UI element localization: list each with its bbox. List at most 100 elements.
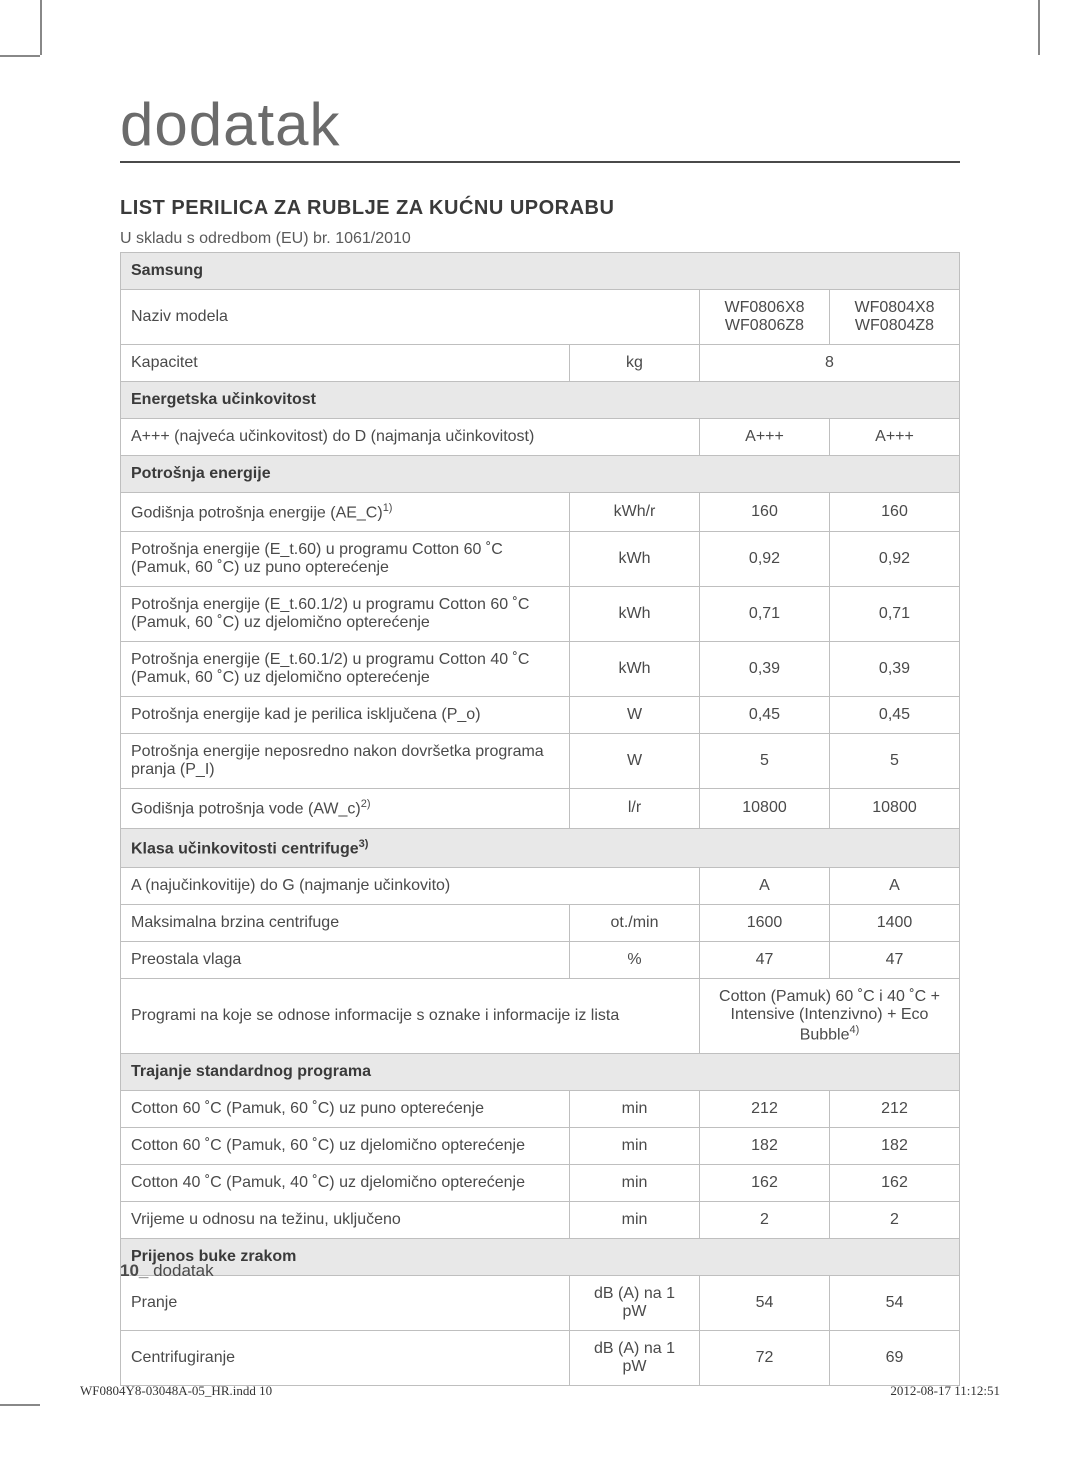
row-value-2: A [830,867,960,904]
data-row: Potrošnja energije kad je perilica isklj… [121,697,960,734]
row-value-2: 0,45 [830,697,960,734]
data-row: Cotton 60 ˚C (Pamuk, 60 ˚C) uz puno opte… [121,1091,960,1128]
page-title: dodatak [120,90,960,163]
row-unit: ot./min [570,904,700,941]
imprint-file: WF0804Y8-03048A-05_HR.indd 10 [80,1383,272,1399]
row-value-1: 10800 [700,789,830,828]
crop-mark [0,55,40,57]
row-unit: W [570,697,700,734]
section-label: Klasa učinkovitosti centrifuge3) [121,828,960,867]
data-row: Maksimalna brzina centrifugeot./min16001… [121,904,960,941]
model-row: Naziv modelaWF0806X8WF0806Z8WF0804X8WF08… [121,290,960,345]
section-label: Energetska učinkovitost [121,382,960,419]
row-unit: % [570,941,700,978]
data-row: Potrošnja energije (E_t.60.1/2) u progra… [121,642,960,697]
data-row: CentrifugiranjedB (A) na 1 pW7269 [121,1331,960,1386]
page-label: dodatak [148,1261,213,1280]
row-unit: min [570,1202,700,1239]
row-value-2: 5 [830,734,960,789]
row-value-1: 0,39 [700,642,830,697]
row-value-2: 0,39 [830,642,960,697]
data-row: Vrijeme u odnosu na težinu, uključenomin… [121,1202,960,1239]
row-value-1: 182 [700,1128,830,1165]
section-row: Trajanje standardnog programa [121,1054,960,1091]
row-value-2: 212 [830,1091,960,1128]
row-label: A+++ (najveća učinkovitost) do D (najman… [121,419,700,456]
model-label: Naziv modela [121,290,700,345]
row-label: Potrošnja energije (E_t.60.1/2) u progra… [121,587,570,642]
row-label: Maksimalna brzina centrifuge [121,904,570,941]
row-value-2: 0,92 [830,532,960,587]
row-value-2: 47 [830,941,960,978]
row-value-1: 0,71 [700,587,830,642]
row-label: Vrijeme u odnosu na težinu, uključeno [121,1202,570,1239]
row-value-1: 54 [700,1276,830,1331]
row-value-2: 54 [830,1276,960,1331]
data-row: Preostala vlaga%4747 [121,941,960,978]
row-value-1: A [700,867,830,904]
section-row: Prijenos buke zrakom [121,1239,960,1276]
row-value-2: 1400 [830,904,960,941]
row-label: Programi na koje se odnose informacije s… [121,978,700,1053]
row-unit: kg [570,345,700,382]
section-label: Trajanje standardnog programa [121,1054,960,1091]
programs-row: Programi na koje se odnose informacije s… [121,978,960,1053]
row-merged-value: Cotton (Pamuk) 60 ˚C i 40 ˚C + Intensive… [700,978,960,1053]
section-subtitle: LIST PERILICA ZA RUBLJE ZA KUĆNU UPORABU [120,197,960,220]
row-unit: min [570,1165,700,1202]
row-value-2: 182 [830,1128,960,1165]
row-label: Cotton 40 ˚C (Pamuk, 40 ˚C) uz djelomičn… [121,1165,570,1202]
row-unit: min [570,1091,700,1128]
row-label: Potrošnja energije kad je perilica isklj… [121,697,570,734]
row-label: Centrifugiranje [121,1331,570,1386]
data-row: Kapacitetkg8 [121,345,960,382]
crop-mark [0,1404,40,1406]
row-value-1: 1600 [700,904,830,941]
data-row: Potrošnja energije (E_t.60) u programu C… [121,532,960,587]
row-unit: W [570,734,700,789]
row-unit: kWh [570,642,700,697]
page-content: dodatak LIST PERILICA ZA RUBLJE ZA KUĆNU… [120,90,960,1386]
row-value-2: A+++ [830,419,960,456]
row-value-1: 0,45 [700,697,830,734]
row-label: Potrošnja energije (E_t.60.1/2) u progra… [121,642,570,697]
crop-mark [1038,0,1040,55]
imprint-date: 2012-08-17 11:12:51 [890,1383,1000,1399]
section-label: Prijenos buke zrakom [121,1239,960,1276]
row-value-2: 69 [830,1331,960,1386]
model-col1: WF0806X8WF0806Z8 [700,290,830,345]
row-value-1: 162 [700,1165,830,1202]
row-value-1: 47 [700,941,830,978]
section-row: Klasa učinkovitosti centrifuge3) [121,828,960,867]
section-row: Energetska učinkovitost [121,382,960,419]
row-merged-value: 8 [700,345,960,382]
row-label: Kapacitet [121,345,570,382]
row-value-1: 160 [700,493,830,532]
data-row: PranjedB (A) na 1 pW5454 [121,1276,960,1331]
page-number: 10_ [120,1261,148,1280]
brand-cell: Samsung [121,253,960,290]
data-row: Cotton 60 ˚C (Pamuk, 60 ˚C) uz djelomičn… [121,1128,960,1165]
data-row: Godišnja potrošnja energije (AE_C)1)kWh/… [121,493,960,532]
row-value-1: 2 [700,1202,830,1239]
row-value-2: 0,71 [830,587,960,642]
section-label: Potrošnja energije [121,456,960,493]
row-value-2: 160 [830,493,960,532]
row-label: Godišnja potrošnja vode (AW_c)2) [121,789,570,828]
row-value-1: 212 [700,1091,830,1128]
row-unit: kWh [570,532,700,587]
row-value-2: 2 [830,1202,960,1239]
spec-table: SamsungNaziv modelaWF0806X8WF0806Z8WF080… [120,252,960,1386]
regulation-note: U skladu s odredbom (EU) br. 1061/2010 [120,230,960,248]
row-unit: kWh [570,587,700,642]
data-row: A+++ (najveća učinkovitost) do D (najman… [121,419,960,456]
section-row: Potrošnja energije [121,456,960,493]
row-value-1: 0,92 [700,532,830,587]
row-label: Godišnja potrošnja energije (AE_C)1) [121,493,570,532]
data-row: Godišnja potrošnja vode (AW_c)2)l/r10800… [121,789,960,828]
row-value-1: 72 [700,1331,830,1386]
row-label: Pranje [121,1276,570,1331]
row-value-2: 10800 [830,789,960,828]
brand-row: Samsung [121,253,960,290]
data-row: Potrošnja energije (E_t.60.1/2) u progra… [121,587,960,642]
